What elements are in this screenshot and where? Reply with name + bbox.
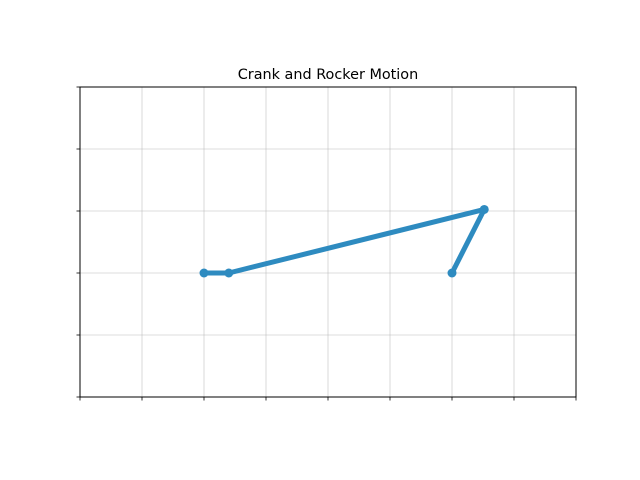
series-layer bbox=[199, 204, 489, 278]
linkage-line bbox=[201, 206, 487, 276]
grid-layer bbox=[79, 86, 577, 398]
tick-layer bbox=[76, 86, 577, 401]
joint-point bbox=[199, 268, 209, 278]
joint-point bbox=[479, 204, 489, 214]
joint-point bbox=[447, 268, 457, 278]
joint-point bbox=[224, 268, 234, 278]
chart-title: Crank and Rocker Motion bbox=[238, 67, 418, 83]
